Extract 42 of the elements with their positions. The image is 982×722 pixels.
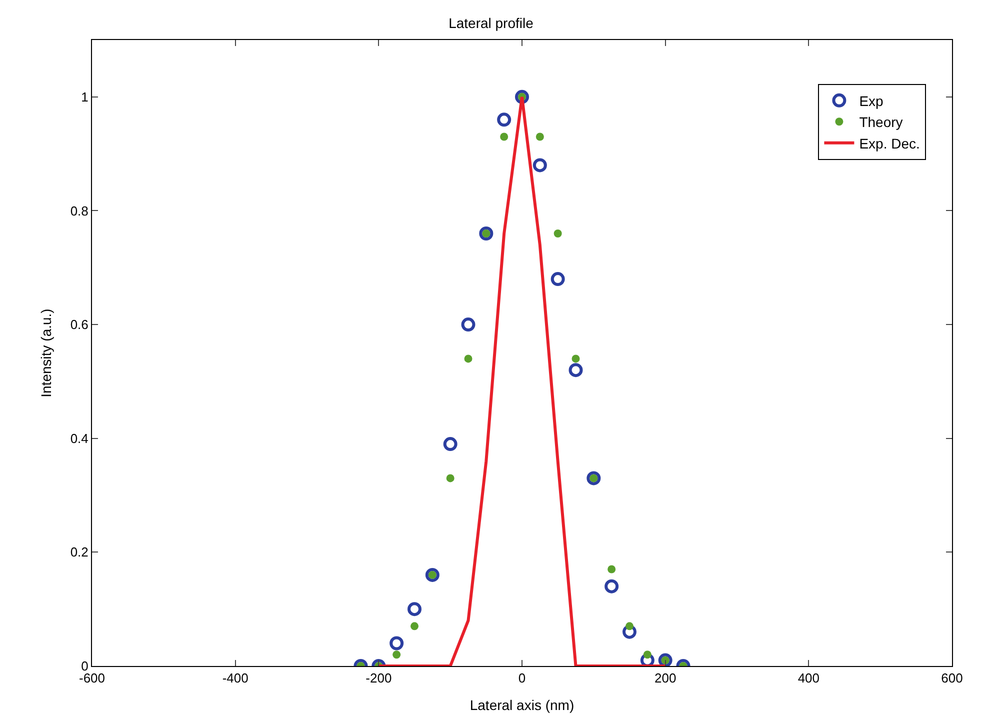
point bbox=[626, 622, 634, 630]
point bbox=[532, 158, 547, 172]
y-tick-label: 1 bbox=[81, 89, 88, 104]
x-tick-label: -400 bbox=[222, 670, 248, 686]
point bbox=[536, 132, 544, 141]
point bbox=[554, 229, 562, 238]
point bbox=[497, 112, 512, 127]
x-tick-label: 200 bbox=[654, 670, 676, 686]
point bbox=[608, 565, 616, 574]
point bbox=[658, 653, 672, 666]
legend-label: Exp. Dec. bbox=[859, 135, 920, 152]
point bbox=[461, 318, 476, 332]
point bbox=[479, 226, 494, 240]
point bbox=[425, 568, 440, 582]
x-tick-label: 0 bbox=[518, 670, 526, 686]
x-tick-label: 400 bbox=[798, 670, 820, 686]
point bbox=[500, 132, 508, 141]
point bbox=[408, 602, 422, 616]
y-tick-label: 0.2 bbox=[70, 544, 88, 560]
legend-label: Theory bbox=[859, 114, 903, 130]
y-tick-label: 0.4 bbox=[70, 430, 88, 446]
point bbox=[643, 650, 652, 659]
point bbox=[464, 354, 472, 363]
legend-label: Exp bbox=[859, 92, 884, 109]
point bbox=[446, 474, 454, 482]
x-tick-label: -200 bbox=[366, 670, 392, 686]
x-axis-title: Lateral axis (nm) bbox=[470, 696, 574, 713]
point bbox=[604, 579, 619, 594]
point bbox=[568, 363, 583, 378]
point bbox=[410, 622, 418, 630]
y-tick-label: 0.8 bbox=[70, 203, 88, 218]
y-axis-title: Intensity (a.u.) bbox=[38, 308, 54, 398]
point bbox=[390, 636, 404, 650]
point bbox=[443, 437, 458, 452]
point bbox=[622, 624, 636, 639]
point bbox=[586, 471, 601, 486]
x-tick-label: 600 bbox=[941, 670, 963, 686]
point bbox=[572, 354, 580, 363]
point bbox=[392, 650, 401, 659]
point bbox=[550, 272, 565, 286]
chart-title: Lateral profile bbox=[448, 14, 534, 31]
y-tick-label: 0.6 bbox=[70, 317, 88, 332]
